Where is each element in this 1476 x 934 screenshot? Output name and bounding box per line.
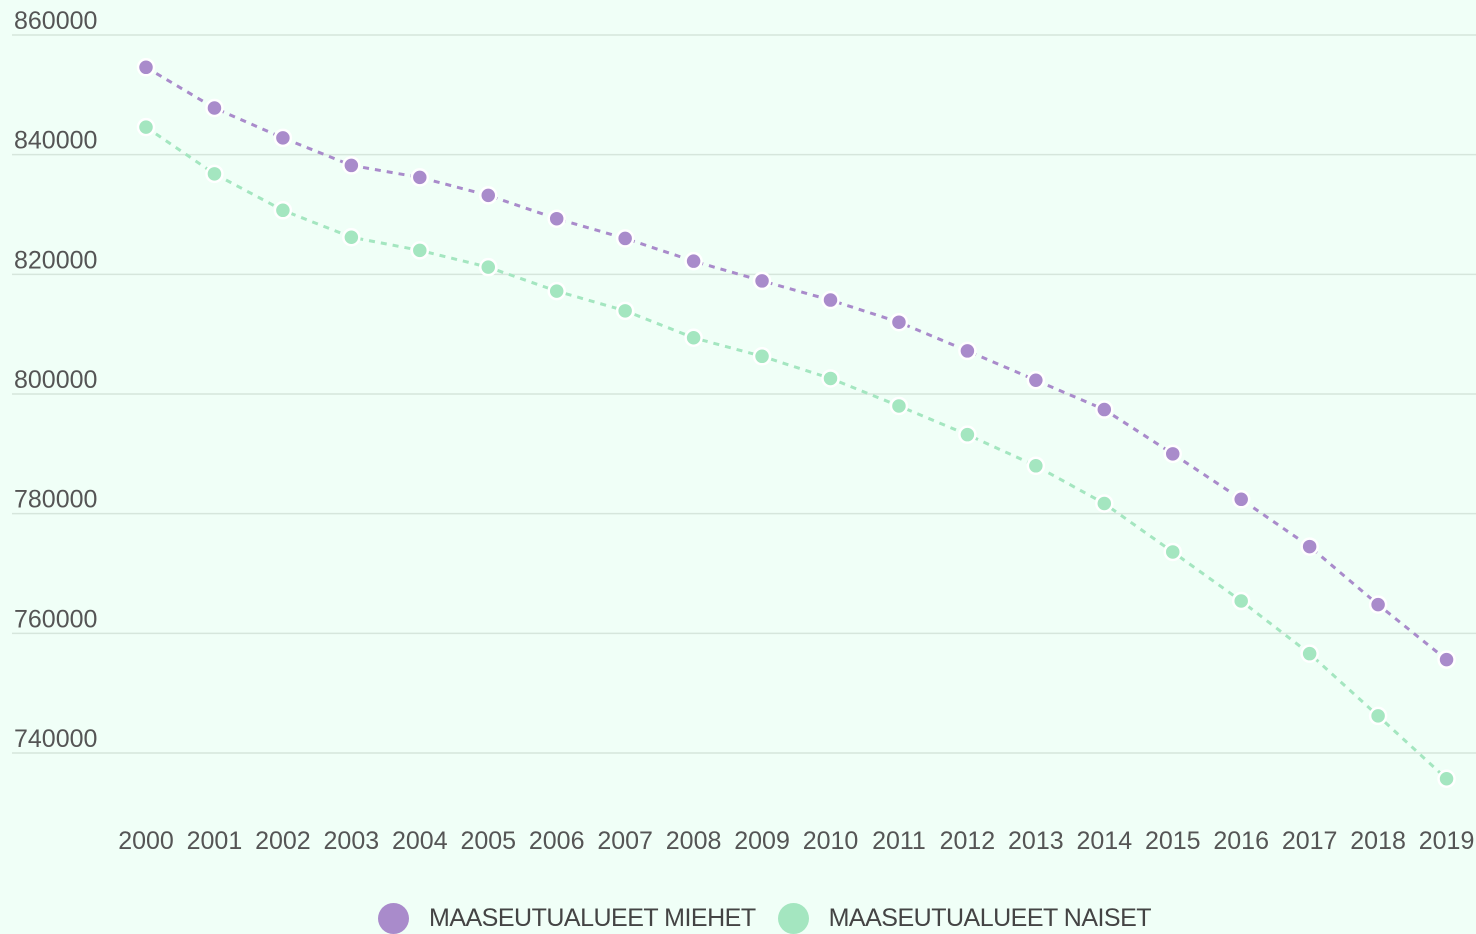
legend-item-naiset[interactable]: MAASEUTUALUEET NAISET	[777, 902, 1152, 934]
data-point-miehet-2001	[205, 98, 224, 118]
x-tick-label-2014: 2014	[1076, 827, 1132, 855]
data-point-naiset-2014	[1095, 494, 1114, 513]
line-chart: 860000 840000 820000 800000 780000 760000 7400…	[12, 7, 1476, 855]
data-point-naiset-2007	[615, 301, 635, 321]
data-point-miehet-2005	[479, 186, 498, 205]
data-point-miehet-2014	[1095, 400, 1114, 419]
x-tick-label-2019: 2019	[1419, 827, 1475, 855]
x-tick-label-2004: 2004	[392, 827, 448, 855]
data-point-naiset-2011	[889, 396, 909, 416]
data-point-miehet-2007	[615, 229, 635, 248]
x-tick-label-2006: 2006	[529, 827, 585, 855]
x-tick-label-2007: 2007	[597, 827, 653, 855]
x-tick-label-2015: 2015	[1145, 827, 1201, 855]
data-point-miehet-2000	[136, 58, 156, 77]
data-point-miehet-2013	[1026, 370, 1046, 390]
x-tick-label-2000: 2000	[118, 827, 174, 855]
x-tick-label-2012: 2012	[940, 827, 996, 855]
data-point-naiset-2008	[684, 328, 703, 348]
x-tick-label-2005: 2005	[460, 827, 516, 855]
y-tick-label-780000: 780000	[14, 486, 97, 514]
y-tick-label-740000: 740000	[14, 725, 97, 753]
data-point-miehet-2003	[342, 156, 361, 175]
data-point-miehet-2017	[1300, 537, 1319, 556]
data-point-miehet-2016	[1231, 490, 1251, 509]
data-point-naiset-2002	[273, 201, 293, 220]
data-point-naiset-2013	[1026, 456, 1046, 476]
data-point-miehet-2009	[752, 271, 772, 291]
y-tick-label-860000: 860000	[14, 7, 97, 35]
x-tick-label-2013: 2013	[1008, 827, 1064, 855]
y-tick-label-840000: 840000	[14, 127, 97, 155]
x-tick-label-2018: 2018	[1350, 827, 1406, 855]
data-point-miehet-2015	[1163, 444, 1182, 464]
y-gridlines	[12, 34, 1476, 754]
legend-swatch-naiset	[777, 902, 809, 934]
data-point-naiset-2017	[1300, 644, 1319, 663]
data-point-naiset-2015	[1163, 542, 1182, 562]
legend-item-miehet[interactable]: MAASEUTUALUEET MIEHET	[378, 902, 756, 934]
data-point-naiset-2001	[205, 164, 224, 184]
series-line-naiset	[145, 125, 1448, 780]
x-tick-label-2001: 2001	[187, 827, 243, 855]
x-tick-label-2016: 2016	[1213, 827, 1269, 855]
x-tick-label-2002: 2002	[255, 827, 311, 855]
x-tick-label-2008: 2008	[666, 827, 722, 855]
x-tick-label-2003: 2003	[324, 827, 380, 855]
y-tick-label-760000: 760000	[14, 605, 97, 633]
data-point-naiset-2000	[136, 117, 156, 137]
data-point-naiset-2012	[958, 425, 977, 444]
data-point-miehet-2004	[410, 168, 430, 187]
y-tick-label-820000: 820000	[14, 246, 97, 274]
legend-label-miehet: MAASEUTUALUEET MIEHET	[429, 903, 756, 932]
data-point-miehet-2008	[684, 251, 703, 271]
legend-swatch-miehet	[378, 902, 409, 934]
data-point-naiset-2009	[752, 347, 772, 366]
data-point-naiset-2018	[1368, 706, 1388, 726]
data-point-naiset-2010	[821, 369, 840, 388]
data-point-miehet-2018	[1368, 595, 1388, 614]
data-point-miehet-2006	[547, 209, 566, 228]
data-point-naiset-2006	[547, 281, 566, 301]
series-line-miehet	[145, 66, 1448, 661]
x-tick-label-2011: 2011	[872, 827, 926, 855]
data-point-miehet-2010	[821, 290, 840, 310]
data-point-naiset-2004	[410, 241, 430, 260]
x-tick-label-2017: 2017	[1282, 827, 1338, 855]
legend-label-naiset: MAASEUTUALUEET NAISET	[828, 903, 1152, 932]
data-point-naiset-2016	[1231, 591, 1251, 611]
series-naiset	[136, 117, 1456, 788]
x-tick-label-2010: 2010	[803, 827, 859, 855]
series-miehet	[136, 58, 1456, 669]
data-point-naiset-2019	[1437, 769, 1456, 788]
data-point-miehet-2019	[1437, 650, 1456, 669]
x-tick-label-2009: 2009	[734, 827, 790, 855]
data-point-miehet-2002	[273, 128, 293, 148]
y-tick-label-800000: 800000	[14, 366, 97, 394]
legend: MAASEUTUALUEET MIEHET MAASEUTUALUEET NAI…	[378, 902, 1173, 934]
data-point-miehet-2012	[958, 341, 977, 361]
data-point-miehet-2011	[889, 312, 909, 332]
data-point-naiset-2003	[342, 227, 361, 247]
data-point-naiset-2005	[479, 257, 498, 277]
